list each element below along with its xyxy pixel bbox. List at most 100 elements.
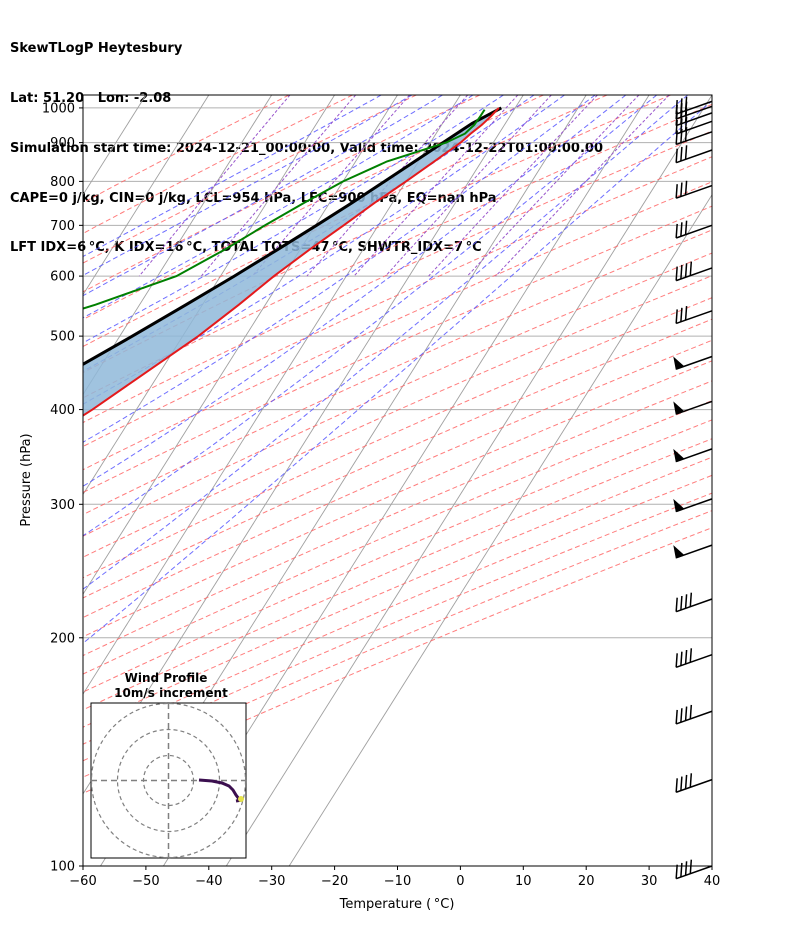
dry-adiabat bbox=[83, 318, 712, 599]
mixing-ratio-line bbox=[251, 95, 410, 277]
cape-fill-layer bbox=[83, 107, 502, 416]
wind-barb-feather bbox=[680, 98, 683, 113]
x-axis-label: Temperature ( °C) bbox=[339, 897, 455, 912]
wind-barb-pennant bbox=[673, 545, 685, 559]
inset-subtitle: 10m/s increment bbox=[114, 686, 228, 700]
moist-adiabat bbox=[83, 95, 382, 258]
mixing-ratio-line bbox=[466, 95, 640, 277]
wind-barb-staff bbox=[675, 267, 713, 282]
axes-layer: −60 −50 −40 −30 −20 −10 0 10 20 30 40 100 200 300 400 5… bbox=[42, 101, 720, 889]
dry-adiabat bbox=[83, 419, 712, 693]
dry-adiabat bbox=[83, 380, 712, 657]
inset-surface-marker bbox=[238, 796, 244, 802]
x-tick-label: −10 bbox=[384, 874, 411, 889]
wind-barb-feather bbox=[680, 182, 683, 197]
wind-barb bbox=[673, 448, 713, 463]
dry-adiabat bbox=[83, 492, 712, 762]
wind-barb-feather bbox=[680, 862, 683, 878]
dry-adiabat bbox=[83, 103, 712, 399]
x-tick-label: −20 bbox=[321, 874, 348, 889]
y-axis-label: Pressure (hPa) bbox=[19, 433, 34, 526]
wind-barb-feather bbox=[684, 306, 688, 321]
wind-barb bbox=[673, 498, 713, 513]
wind-barb bbox=[675, 648, 713, 669]
wind-barb-feather bbox=[684, 263, 688, 278]
wind-barb-feather bbox=[680, 264, 683, 280]
wind-barb-feather bbox=[675, 184, 678, 199]
mixing-ratio-line bbox=[306, 95, 469, 277]
wind-barb bbox=[675, 592, 713, 613]
y-tick-label: 1000 bbox=[42, 101, 75, 116]
wind-barb-feather bbox=[680, 222, 683, 237]
dry-adiabat bbox=[83, 360, 712, 638]
wind-barb-staff bbox=[675, 112, 713, 127]
wind-barb-feather bbox=[689, 704, 693, 719]
mixing-ratio-line bbox=[138, 95, 291, 277]
dry-adiabat bbox=[83, 275, 712, 558]
dry-adiabat bbox=[83, 95, 608, 348]
isotherm-line bbox=[83, 95, 273, 396]
mixing-ratio-line bbox=[428, 95, 598, 277]
wind-barb-feather bbox=[675, 223, 678, 239]
wind-barb-feather bbox=[680, 595, 683, 611]
wind-barb-feather bbox=[684, 594, 688, 609]
wind-barb bbox=[673, 400, 713, 415]
x-tick-label: 20 bbox=[578, 874, 595, 889]
wind-barb-feather bbox=[684, 706, 688, 721]
wind-barb-staff bbox=[675, 184, 713, 199]
y-tick-label: 400 bbox=[50, 403, 75, 418]
dry-adiabat bbox=[83, 130, 712, 424]
wind-barb bbox=[675, 96, 713, 115]
y-tick-label: 100 bbox=[50, 860, 75, 875]
dry-adiabat bbox=[83, 95, 544, 321]
wind-barb bbox=[675, 773, 713, 793]
x-tick-label: 0 bbox=[456, 874, 464, 889]
wind-barb-staff bbox=[675, 310, 713, 325]
wind-barb-feather bbox=[680, 776, 683, 791]
wind-barb bbox=[675, 859, 713, 880]
wind-barb bbox=[675, 704, 713, 725]
title-station: SkewTLogP Heytesbury bbox=[10, 41, 183, 57]
chart-title-block: SkewTLogP Heytesbury Lat: 51.20 Lon: -2.… bbox=[10, 8, 603, 274]
dry-adiabat bbox=[83, 95, 417, 264]
wind-barb bbox=[675, 220, 713, 239]
wind-barb bbox=[675, 180, 713, 199]
wind-barb bbox=[675, 145, 713, 164]
cape-shaded-area bbox=[83, 107, 502, 416]
wind-barb-feather bbox=[680, 708, 683, 723]
parcel-profile-line bbox=[83, 106, 503, 366]
x-tick-label: 40 bbox=[704, 874, 721, 889]
temperature-profile-line bbox=[83, 107, 500, 417]
wind-barb-staff bbox=[675, 131, 713, 146]
dry-adiabat bbox=[83, 456, 712, 728]
wind-barb-feather bbox=[689, 648, 693, 663]
wind-barb-feather bbox=[675, 709, 678, 724]
wind-barb-staff bbox=[675, 865, 713, 880]
wind-barb-feather bbox=[684, 180, 688, 195]
y-tick-label: 500 bbox=[50, 330, 75, 345]
wind-barb-feather bbox=[689, 773, 693, 788]
wind-barb-feather bbox=[689, 261, 693, 276]
wind-barb-feather bbox=[675, 309, 678, 324]
wind-barb-feather bbox=[689, 859, 693, 874]
wind-barb-pennant bbox=[673, 356, 685, 370]
wind-barb-pennant bbox=[673, 401, 685, 415]
dry-adiabat bbox=[83, 156, 712, 448]
x-tick-label: −40 bbox=[195, 874, 222, 889]
wind-barb-feather bbox=[675, 148, 678, 163]
wind-barb-feather bbox=[684, 774, 688, 789]
wind-barb-staff bbox=[675, 105, 713, 120]
wind-barb bbox=[675, 261, 713, 282]
wind-barb-feather bbox=[680, 307, 683, 322]
isotherm-line bbox=[0, 95, 20, 866]
moist-adiabat bbox=[83, 95, 658, 537]
x-tick-label: −50 bbox=[132, 874, 159, 889]
moist-adiabat bbox=[83, 95, 689, 590]
moist-adiabat bbox=[83, 95, 443, 297]
wind-barb bbox=[673, 544, 713, 559]
wind-barb-staff bbox=[675, 149, 713, 164]
inset-range-ring bbox=[116, 728, 221, 833]
wind-barb-staff bbox=[675, 653, 713, 669]
wind-barb bbox=[673, 355, 713, 370]
moist-adiabat bbox=[83, 100, 712, 644]
